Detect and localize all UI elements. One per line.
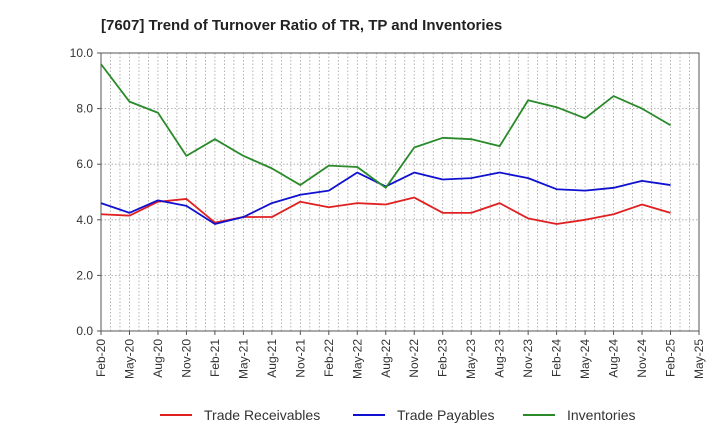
x-tick-label: Nov-21 xyxy=(293,339,307,378)
x-tick-label: May-20 xyxy=(122,339,136,379)
legend-label: Trade Payables xyxy=(397,407,495,423)
x-tick-label: Aug-23 xyxy=(493,339,507,378)
x-tick-label: Feb-23 xyxy=(436,339,450,377)
x-tick-label: Nov-23 xyxy=(521,339,535,378)
x-tick-label: Feb-22 xyxy=(322,339,336,377)
x-tick-label: Nov-22 xyxy=(407,339,421,378)
series-line-trade-receivables xyxy=(100,196,671,225)
x-tick-label: May-21 xyxy=(236,339,250,379)
series-line-inventories xyxy=(100,63,671,189)
plot-frame xyxy=(100,52,700,332)
x-tick-label: Nov-20 xyxy=(179,339,193,378)
y-tick-label: 6.0 xyxy=(76,157,93,171)
x-tick-label: Feb-25 xyxy=(664,339,678,377)
y-tick-label: 0.0 xyxy=(76,324,93,338)
grid xyxy=(101,53,699,331)
chart-title: [7607] Trend of Turnover Ratio of TR, TP… xyxy=(101,17,502,34)
x-tick-label: Aug-22 xyxy=(379,339,393,378)
y-tick-label: 4.0 xyxy=(76,213,93,227)
axes: 0.0 2.0 4.0 6.0 8.0 10.0 Feb-20 May-20 Aug-20 Nov… xyxy=(70,46,706,379)
legend-label: Trade Receivables xyxy=(204,407,320,423)
x-tick-label: Feb-21 xyxy=(208,339,222,377)
y-tick-label: 2.0 xyxy=(76,268,93,282)
x-tick-label: Aug-21 xyxy=(265,339,279,378)
x-tick-label: May-22 xyxy=(350,339,364,379)
y-tick-label: 8.0 xyxy=(76,102,93,116)
legend: Trade Receivables Trade Payables Inventori… xyxy=(160,407,635,423)
y-tick-label: 10.0 xyxy=(70,46,94,60)
x-tick-label: Nov-24 xyxy=(635,339,649,378)
x-tick-label: Feb-20 xyxy=(94,339,108,377)
legend-label: Inventories xyxy=(567,407,635,423)
x-tick-label: Aug-20 xyxy=(151,339,165,378)
series-lines xyxy=(100,63,671,225)
x-tick-label: Aug-24 xyxy=(607,339,621,378)
x-tick-label: May-24 xyxy=(578,339,592,379)
x-tick-label: May-23 xyxy=(464,339,478,379)
x-tick-label: Feb-24 xyxy=(550,339,564,377)
x-tick-label: May-25 xyxy=(692,339,706,379)
